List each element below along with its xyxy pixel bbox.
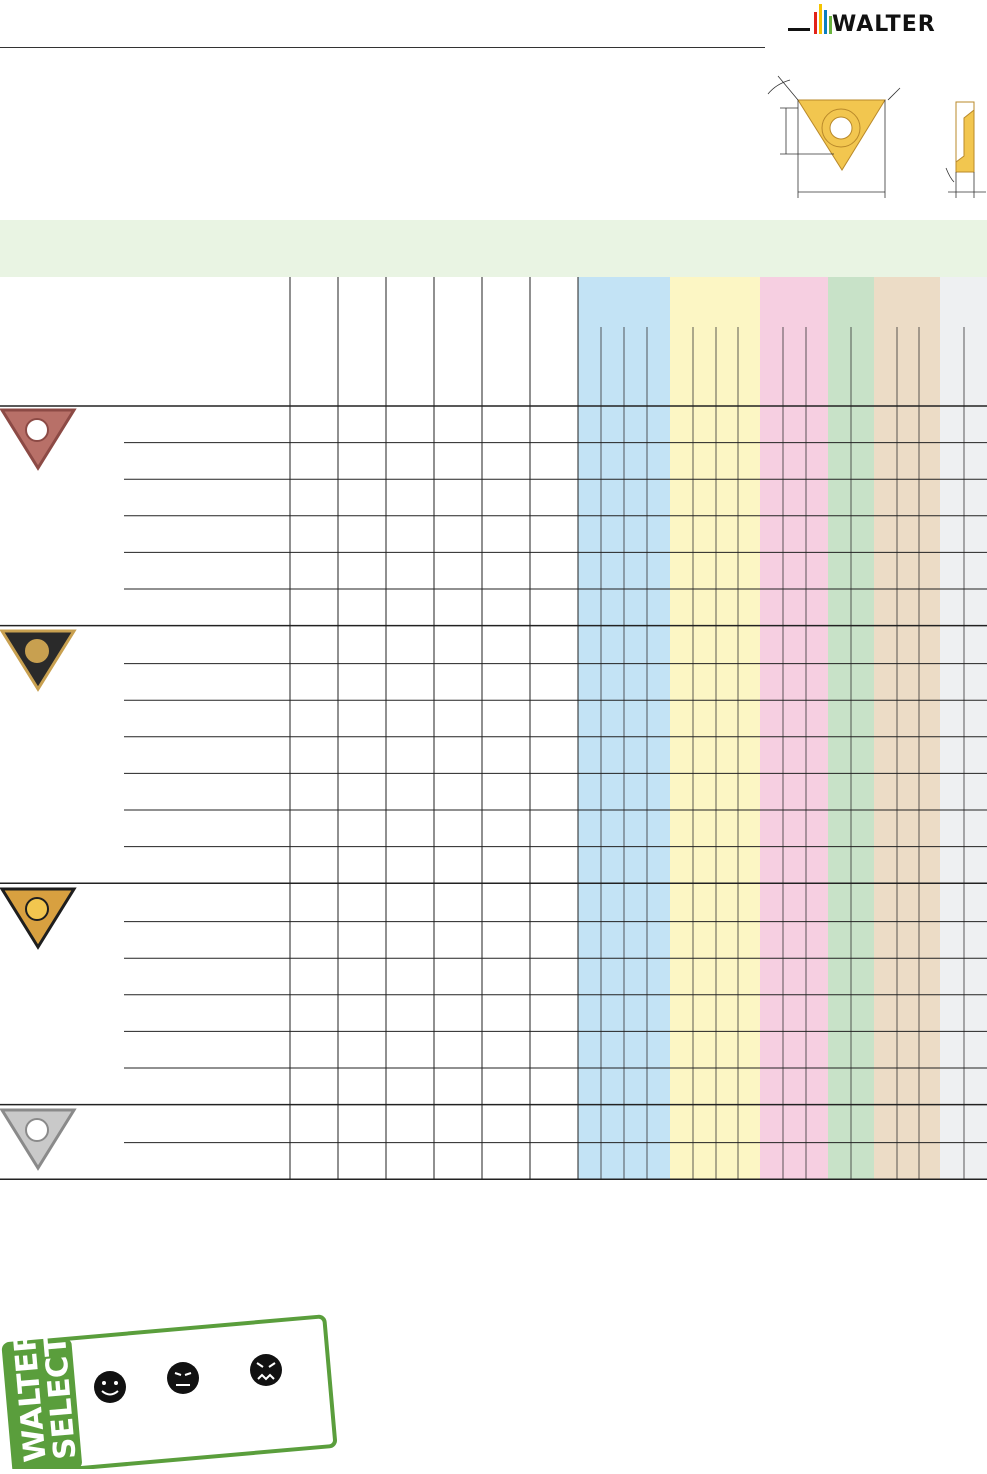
walter-select-stamp: WALTER SELECT — [0, 1300, 345, 1474]
triangular-insert-pink-icon — [0, 408, 77, 471]
header-band — [0, 220, 987, 277]
smiley-happy-icon — [94, 1371, 126, 1403]
insert-table — [0, 277, 987, 1182]
brand-name: WALTER — [832, 12, 936, 37]
walter-logo: WALTER — [786, 2, 987, 44]
material-band-1 — [670, 277, 760, 1180]
smiley-angry-icon — [250, 1354, 282, 1386]
material-band-4 — [874, 277, 940, 1180]
logo-bars-icon — [788, 4, 832, 34]
material-band-5 — [940, 277, 987, 1180]
triangular-insert-black-gold-icon — [0, 629, 77, 692]
smiley-neutral-icon — [167, 1362, 199, 1394]
header-rule — [0, 47, 765, 48]
insert-drawing — [760, 70, 987, 205]
table-grid — [0, 277, 987, 1180]
material-band-2 — [760, 277, 828, 1180]
triangular-insert-gold-icon — [0, 887, 77, 950]
triangular-insert-silver-icon — [0, 1108, 77, 1171]
